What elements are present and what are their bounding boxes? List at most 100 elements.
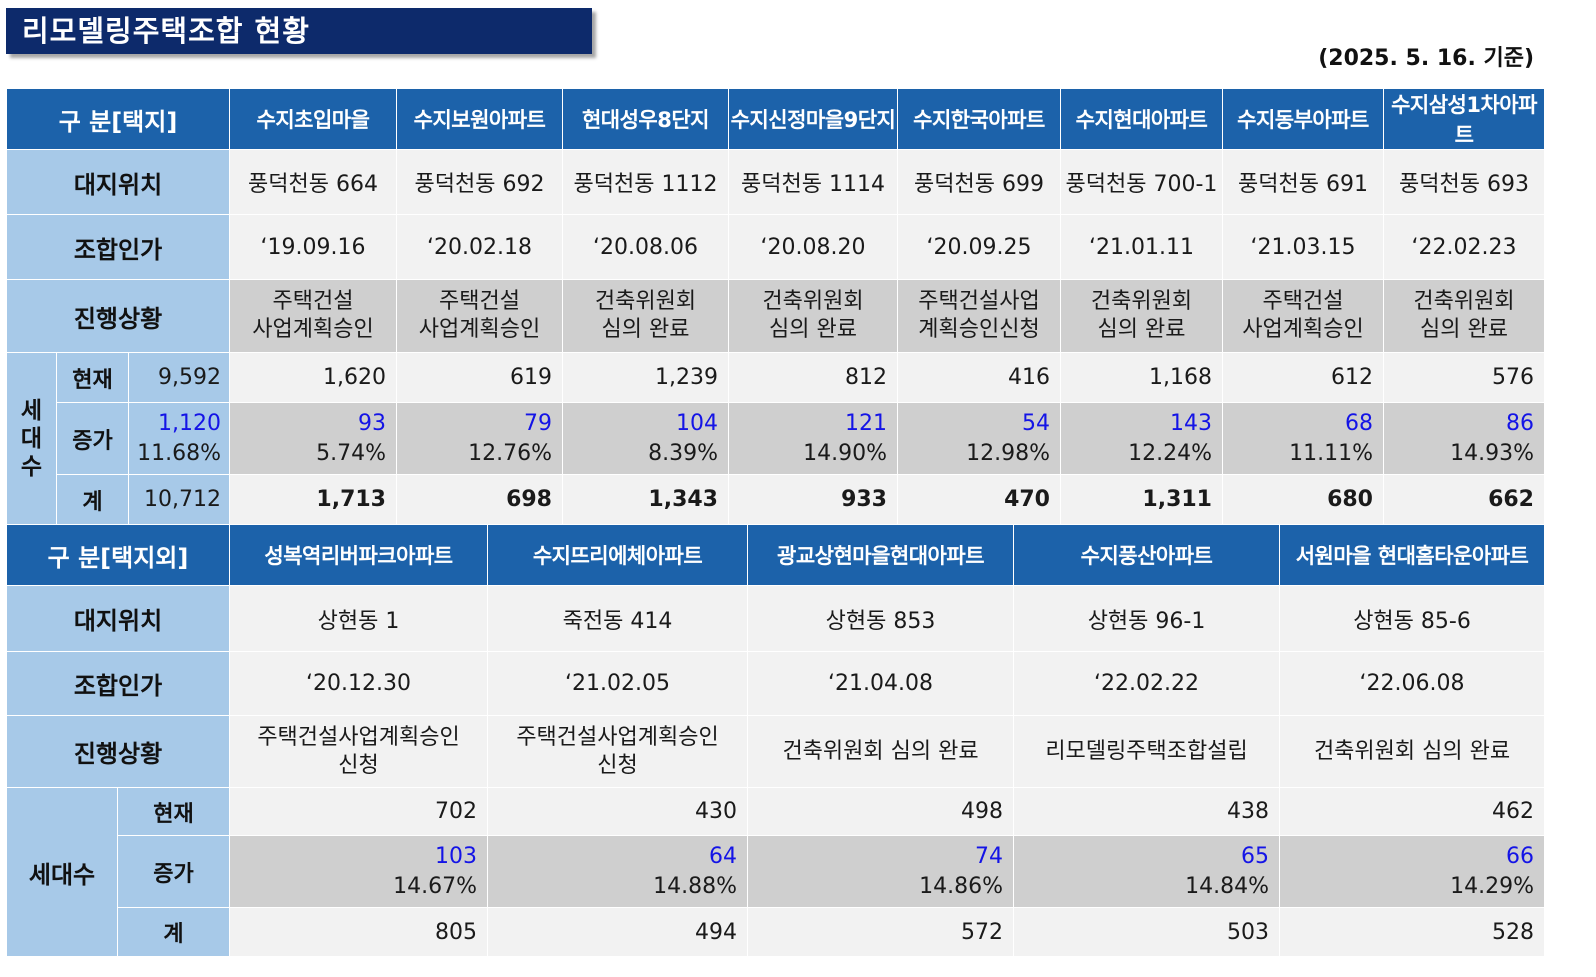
status-line-1: 주택건설사업계획승인	[516, 724, 719, 750]
table-taekji-oe: 구 분[택지외] 성복역리버파크아파트 수지뜨리에체아파트 광교상현마을현대아파…	[5, 524, 1546, 957]
increase-percent: 14.84%	[1185, 873, 1270, 899]
row-label-status: 진행상황	[5, 715, 231, 788]
increase-cell: 143 12.24%	[1060, 402, 1223, 475]
approval-cell: ‘21.04.08	[747, 651, 1015, 716]
increase-value: 104	[676, 410, 718, 436]
status-line-1: 리모델링주택조합설립	[1045, 738, 1248, 764]
complex-name: 성복역리버파크아파트	[229, 524, 489, 586]
increase-cell: 86 14.93%	[1383, 402, 1545, 475]
row-label-increase: 증가	[56, 402, 129, 475]
increase-percent: 12.98%	[966, 440, 1050, 466]
status-line-1: 건축위원회	[1413, 289, 1515, 314]
status-row: 진행상황 주택건설 사업계획승인 주택건설 사업계획승인 건축위원회 심의 완료 건축…	[6, 279, 1545, 353]
current-row: 세대수 현재 9,592 1,620 619 1,239 812 416 1,1…	[6, 352, 1545, 525]
current-cell: 812	[728, 352, 898, 403]
approval-row: 조합인가 ‘20.12.30 ‘21.02.05 ‘21.04.08 ‘22.0…	[5, 651, 1546, 716]
status-line-1: 주택건설사업계획승인	[257, 724, 460, 750]
complex-name: 수지삼성1차아파트	[1383, 88, 1545, 150]
complex-name: 수지동부아파트	[1222, 88, 1384, 150]
approval-row: 조합인가 ‘19.09.16 ‘20.02.18 ‘20.08.06 ‘20.0…	[6, 214, 1545, 280]
total-cell: 1,713	[229, 474, 397, 525]
increase-percent: 11.68%	[137, 440, 221, 466]
increase-cell: 74 14.86%	[747, 835, 1015, 908]
complex-name: 수지보원아파트	[396, 88, 563, 150]
row-label-total: 계	[56, 474, 129, 525]
location-cell: 풍덕천동 693	[1383, 149, 1545, 215]
increase-cell: 103 14.67%	[229, 835, 489, 908]
increase-value: 93	[358, 410, 386, 436]
status-line-2: 계획승인신청	[918, 317, 1040, 342]
current-cell: 619	[396, 352, 563, 403]
row-label-status: 진행상황	[6, 279, 230, 353]
status-line-2: 신청	[597, 752, 638, 778]
increase-cell: 79 12.76%	[396, 402, 563, 475]
total-row: 계 10,712 1,713 698 1,343 933 470 1,311 6…	[7, 474, 1545, 525]
increase-cell: 65 14.84%	[1013, 835, 1281, 908]
increase-cell: 93 5.74%	[229, 402, 397, 475]
total-cell: 698	[396, 474, 563, 525]
total-cell: 662	[1383, 474, 1545, 525]
increase-percent: 14.86%	[919, 873, 1004, 899]
increase-row: 증가 103 14.67% 64 14.88% 74 14.86% 65 14.84% …	[7, 835, 1546, 908]
increase-value: 65	[1241, 843, 1270, 869]
increase-percent: 5.74%	[316, 440, 386, 466]
header-row: 구 분[택지] 수지초입마을 수지보원아파트 현대성우8단지 수지신정마을9단지…	[6, 88, 1545, 150]
location-row: 대지위치 상현동 1 죽전동 414 상현동 853 상현동 96-1 상현동 …	[5, 585, 1546, 652]
increase-value: 74	[975, 843, 1004, 869]
approval-cell: ‘20.08.20	[728, 214, 898, 280]
header-label: 구 분[택지]	[6, 88, 230, 150]
total-cell: 1,311	[1060, 474, 1223, 525]
increase-percent: 11.11%	[1289, 440, 1373, 466]
header-label: 구 분[택지외]	[5, 524, 231, 586]
summary-current: 9,592	[128, 352, 230, 403]
approval-cell: ‘20.02.18	[396, 214, 563, 280]
current-cell: 612	[1222, 352, 1384, 403]
approval-cell: ‘21.02.05	[487, 651, 749, 716]
increase-cell: 54 12.98%	[897, 402, 1061, 475]
increase-percent: 14.93%	[1450, 440, 1534, 466]
location-cell: 풍덕천동 1112	[562, 149, 729, 215]
row-label-approval: 조합인가	[6, 214, 230, 280]
approval-cell: ‘22.02.23	[1383, 214, 1545, 280]
status-line-2: 사업계획승인	[1242, 317, 1364, 342]
approval-cell: ‘20.09.25	[897, 214, 1061, 280]
total-cell: 805	[229, 907, 489, 957]
total-cell: 572	[747, 907, 1015, 957]
row-label-households: 세대수	[6, 787, 118, 957]
status-line-2: 사업계획승인	[252, 317, 374, 342]
increase-percent: 14.88%	[653, 873, 738, 899]
complex-name: 수지초입마을	[229, 88, 397, 150]
status-line-2: 사업계획승인	[418, 317, 541, 342]
increase-cell: 121 14.90%	[728, 402, 898, 475]
status-cell: 건축위원회 심의 완료	[1279, 715, 1546, 788]
location-cell: 죽전동 414	[487, 585, 749, 652]
status-line-2: 심의 완료	[1097, 317, 1186, 342]
status-cell: 건축위원회 심의 완료	[728, 279, 898, 353]
total-cell: 470	[897, 474, 1061, 525]
location-cell: 상현동 1	[229, 585, 489, 652]
summary-increase: 1,120 11.68%	[128, 402, 230, 475]
current-cell: 438	[1013, 787, 1281, 836]
approval-cell: ‘21.01.11	[1060, 214, 1223, 280]
increase-value: 103	[435, 843, 478, 869]
status-line-1: 주택건설	[439, 289, 520, 314]
status-line-1: 주택건설사업	[918, 289, 1040, 314]
increase-value: 1,120	[158, 410, 221, 436]
location-cell: 풍덕천동 692	[396, 149, 563, 215]
increase-percent: 14.90%	[803, 440, 887, 466]
location-cell: 풍덕천동 691	[1222, 149, 1384, 215]
status-line-1: 주택건설	[1262, 289, 1344, 314]
current-cell: 430	[487, 787, 749, 836]
current-cell: 576	[1383, 352, 1545, 403]
status-line-1: 건축위원회 심의 완료	[1313, 738, 1511, 764]
current-cell: 416	[897, 352, 1061, 403]
increase-cell: 66 14.29%	[1279, 835, 1546, 908]
row-label-location: 대지위치	[6, 149, 230, 215]
increase-percent: 8.39%	[648, 440, 718, 466]
status-line-2: 심의 완료	[601, 317, 690, 342]
status-line-1: 주택건설	[272, 289, 354, 314]
page-title: 리모델링주택조합 현황	[6, 8, 592, 54]
